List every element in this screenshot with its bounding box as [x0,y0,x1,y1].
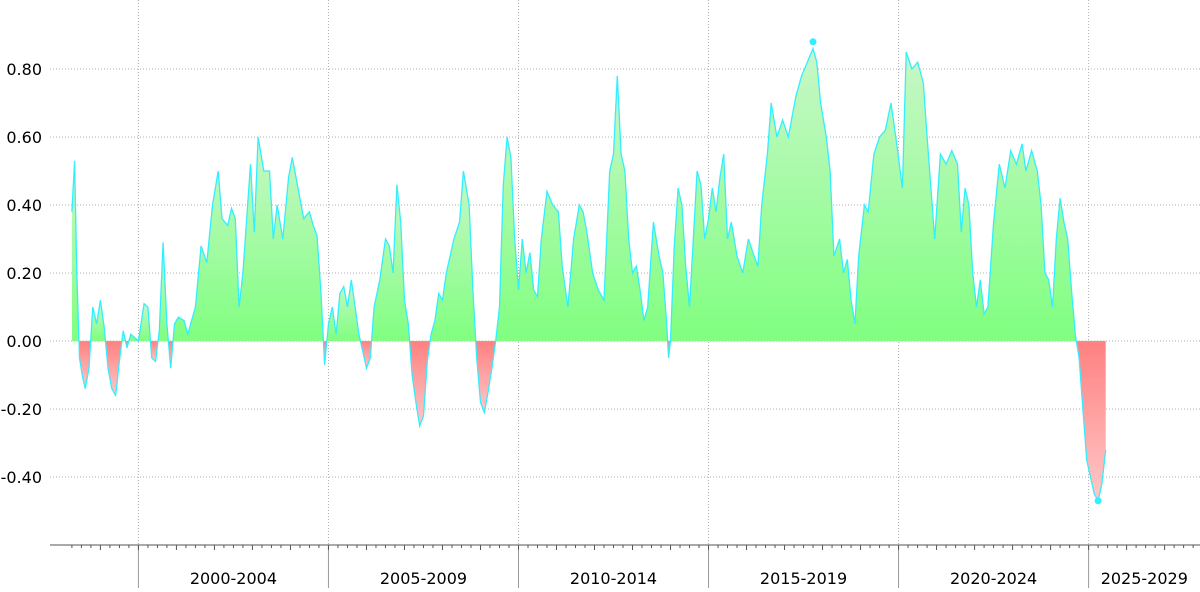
positive-area [173,137,324,341]
series-line [71,46,1107,503]
negative-area [409,341,431,426]
x-group-label: 2025-2029 [1101,569,1188,588]
area-layer [71,48,1106,501]
positive-area [158,242,169,341]
negative-area [150,341,159,362]
negative-area [1076,341,1106,501]
label-layer: 0.80 0.60 0.40 0.20 0.00 -0.20 -0.40 2000-2004 2… [1,60,1188,588]
positive-area [371,184,410,341]
y-tick-label: 0.00 [6,332,42,351]
y-tick-label: 0.60 [6,128,42,147]
y-tick-label: -0.40 [1,468,42,487]
extreme-marker [1094,497,1102,505]
negative-area [105,341,122,396]
negative-area [475,341,496,413]
positive-area [430,171,476,341]
x-group-label: 2000-2004 [190,569,277,588]
x-group-label: 2015-2019 [760,569,847,588]
x-group-label: 2005-2009 [380,569,467,588]
x-group-label: 2020-2024 [950,569,1037,588]
y-tick-label: 0.40 [6,196,42,215]
y-tick-label: 0.80 [6,60,42,79]
negative-area [79,341,91,389]
y-tick-label: -0.20 [1,400,42,419]
grid-layer [50,0,1200,545]
positive-area [495,75,668,342]
positive-area [670,48,1077,341]
axis-layer [50,544,1200,588]
x-group-label: 2010-2014 [570,569,657,588]
positive-area [128,303,151,341]
y-tick-label: 0.20 [6,264,42,283]
line-layer [71,38,1107,505]
positive-area [326,279,361,341]
extreme-marker [809,38,817,46]
